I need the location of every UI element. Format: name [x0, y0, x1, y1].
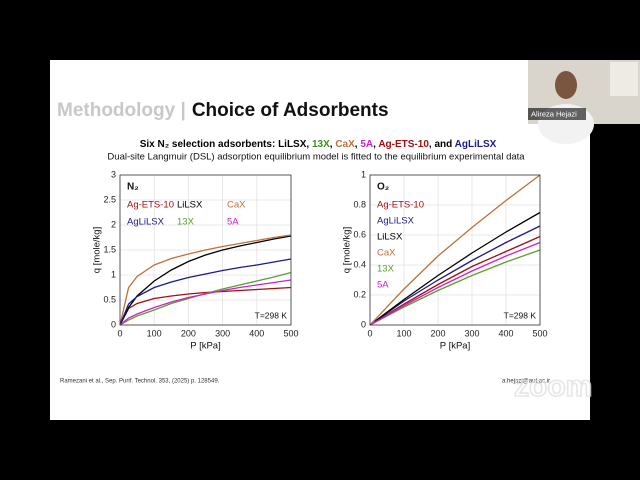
reference: Ramezani et al., Sep. Purif. Technol. 35…: [60, 379, 220, 385]
x-tick-label: 500: [283, 328, 298, 338]
title: Choice of Adsorbents: [192, 100, 389, 121]
series-line: [369, 241, 541, 326]
series-line: [119, 258, 292, 326]
x-axis-label: P [kPa]: [440, 341, 470, 352]
subtitle-part: Six N₂ selection adsorbents:: [140, 139, 278, 150]
subtitle-part: 5A: [360, 139, 373, 150]
x-tick-label: 400: [498, 328, 513, 338]
legend-entry: CaX: [377, 248, 396, 259]
legend-entry: 13X: [177, 217, 195, 228]
legend-entry: 5A: [377, 280, 389, 291]
slide-title: Methodology | Choice of Adsorbents: [57, 100, 389, 121]
subtitle-part: 13X: [312, 139, 330, 150]
zoom-logo: zoom: [514, 370, 592, 403]
x-tick-label: 0: [117, 328, 122, 338]
subtitle-part: LiLSX: [278, 139, 307, 150]
y-tick-label: 0.4: [353, 259, 366, 269]
name-bg: [528, 108, 586, 120]
x-tick-label: 200: [430, 328, 445, 338]
legend-entry: AgLiLSX: [127, 217, 165, 228]
legend-entry: AgLiLSX: [377, 216, 415, 227]
subtitle-part: ,: [306, 139, 312, 150]
axes-box: [369, 174, 541, 326]
x-tick-label: 300: [464, 328, 479, 338]
legend-entry: LiLSX: [177, 200, 203, 211]
face: [555, 71, 577, 99]
y-axis-label: q [mole/kg]: [92, 227, 103, 273]
legend-entry: CaX: [227, 200, 246, 211]
subtitle-part: , and: [429, 139, 455, 150]
legend-entry: 5A: [227, 217, 239, 228]
panel-label: N₂: [127, 182, 139, 193]
subtitle-part: ,: [373, 139, 378, 150]
y-tick-label: 0.2: [353, 289, 366, 299]
x-tick-label: 100: [396, 328, 411, 338]
legend-entry: Ag-ETS-10: [377, 200, 424, 211]
y-tick-label: 2: [111, 219, 116, 229]
email: a.hejazi@aut.ac.ir: [502, 379, 550, 385]
series-line: [369, 225, 541, 326]
y-tick-label: 2.5: [103, 194, 116, 204]
subtitle-part: Ag-ETS-10: [378, 139, 429, 150]
x-tick-label: 300: [215, 328, 230, 338]
y-tick-label: 0.6: [353, 229, 366, 239]
subtitle-part: ,: [330, 139, 336, 150]
y-tick-label: 3: [111, 169, 116, 179]
series-line: [369, 174, 541, 326]
annotation: T=298 K: [504, 310, 537, 320]
x-axis-label: P [kPa]: [190, 341, 220, 352]
subtitle-part: AgLiLSX: [455, 139, 497, 150]
axes-box: [119, 174, 292, 326]
x-tick-label: 500: [532, 328, 547, 338]
legend-entry: 13X: [377, 264, 395, 275]
series-line: [369, 249, 541, 326]
subtitle-part: ,: [355, 139, 361, 150]
series-line: [119, 286, 292, 326]
series-line: [369, 211, 541, 326]
title-muted: Methodology |: [57, 100, 186, 121]
legend-entry: Ag-ETS-10: [127, 200, 174, 211]
series-line: [369, 235, 541, 326]
plot-area: [370, 175, 540, 325]
participant-name: Alireza Hejazi: [531, 109, 577, 118]
y-tick-label: 0: [111, 319, 116, 329]
y-tick-label: 0.5: [103, 294, 116, 304]
x-tick-label: 0: [367, 328, 372, 338]
series-line: [119, 234, 292, 326]
legend-entry: LiLSX: [377, 232, 403, 243]
subtitle-2: Dual-site Langmuir (DSL) adsorption equi…: [107, 152, 525, 163]
x-tick-label: 400: [249, 328, 264, 338]
subtitle: Six N₂ selection adsorbents: LiLSX, 13X,…: [140, 139, 497, 150]
wall-frame: [610, 62, 638, 96]
subtitle-part: CaX: [335, 139, 355, 150]
y-tick-label: 0.8: [353, 199, 366, 209]
series-line: [119, 279, 292, 326]
y-tick-label: 1: [111, 269, 116, 279]
panel-label: O₂: [377, 182, 389, 193]
annotation: T=298 K: [255, 310, 288, 320]
x-tick-label: 100: [147, 328, 162, 338]
y-tick-label: 0: [361, 319, 366, 329]
y-tick-label: 1: [361, 169, 366, 179]
y-axis-label: q [mole/kg]: [342, 227, 353, 273]
y-tick-label: 1.5: [103, 244, 116, 254]
x-tick-label: 200: [181, 328, 196, 338]
